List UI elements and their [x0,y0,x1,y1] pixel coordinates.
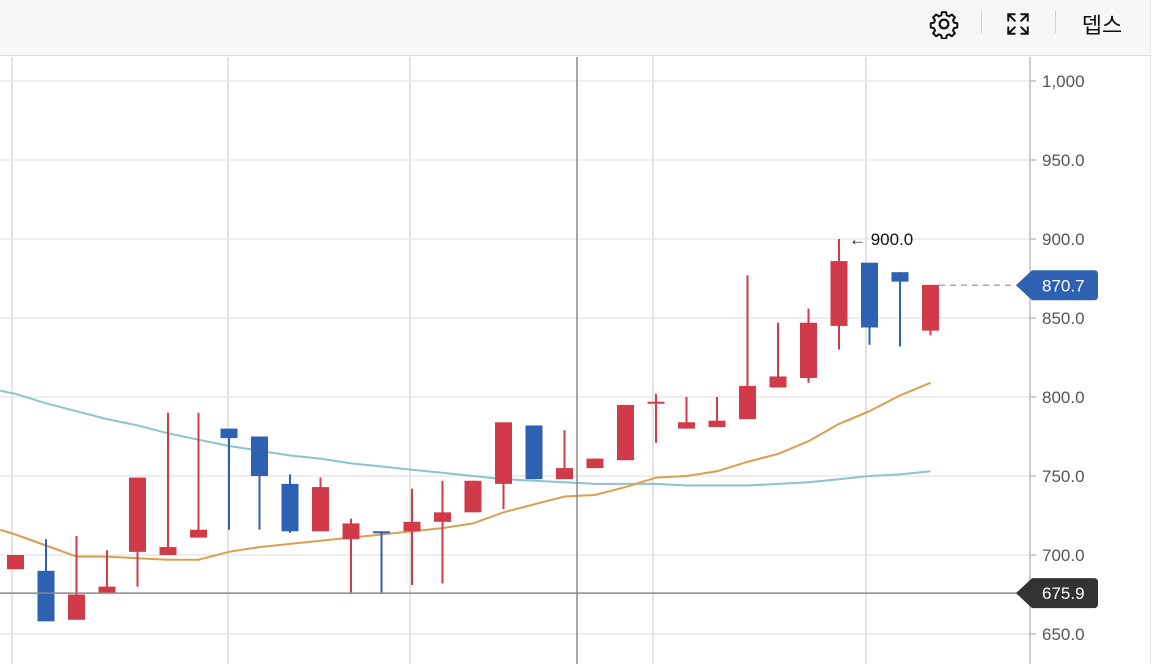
candle [617,404,634,461]
candle-body [769,376,787,388]
last-price-tag-text: 870.7 [1042,276,1085,295]
settings-button[interactable] [924,8,964,40]
candle [251,436,268,530]
last-price-tag: 870.7 [1016,270,1098,301]
candle [647,393,665,443]
fullscreen-button[interactable] [1000,8,1036,40]
candle-body [37,570,55,622]
price-axis-label: 650.0 [1042,625,1085,644]
candle [129,477,146,587]
candle [190,412,207,538]
candle [586,458,604,469]
candle-body [312,487,329,532]
depth-label: 뎁스 [1081,13,1123,38]
candle [342,518,360,593]
candle [403,488,421,586]
crosshair-price-tag: 675.9 [1016,578,1098,609]
candle [525,425,543,480]
candle-body [586,458,604,469]
grid-lines [0,57,1030,664]
candle [37,539,55,622]
candle [373,531,390,593]
last-price-tag-bg [1016,270,1098,301]
candle [708,397,726,428]
price-axis-label: 900.0 [1042,230,1085,249]
chart-overlays: ← 900.0 [0,57,1030,664]
candle-body [68,594,85,620]
candle [98,550,116,593]
candle [922,284,939,336]
candle-body [708,420,726,428]
candle-body [434,512,451,522]
candle-body [861,262,878,328]
candle [159,412,177,555]
candle-body [342,523,360,540]
candle-body [922,284,939,331]
candle [739,275,756,420]
price-axis-label: 1,000 [1042,72,1085,91]
candle [830,239,848,350]
toolbar-divider [1055,11,1056,33]
candle-body [800,322,817,379]
candle-body [373,531,390,534]
price-axis-label: 800.0 [1042,388,1085,407]
price-axis-label: 950.0 [1042,151,1085,170]
candle-body [556,468,573,480]
candle [678,397,695,429]
candle-body [190,529,207,538]
candle-body [129,477,146,552]
candle-body [403,521,421,532]
candle [7,555,24,570]
candle [68,536,85,620]
candle-body [891,272,909,282]
price-axis: 650.0 700.0 750.0 800.0 850.0 900.0 950.0 1,000… [1016,57,1098,664]
ma-short-line [0,381,931,561]
price-axis-label: 850.0 [1042,309,1085,328]
crosshair-price-tag-text: 675.9 [1042,584,1085,603]
high-price-annotation: ← 900.0 [849,230,913,249]
candle-body [159,547,177,555]
candle-body [464,480,482,513]
toolbar-divider [981,11,982,33]
candle [464,480,482,513]
candle [220,428,238,530]
price-axis-label: 750.0 [1042,467,1085,486]
candle-body [251,436,268,476]
right-edge-strip [1150,0,1162,664]
candle-body [617,404,634,461]
candle [312,477,329,532]
moving-averages [0,381,931,561]
price-axis-label: 700.0 [1042,546,1085,565]
ma-long-line [0,389,931,487]
candle-body [281,483,299,532]
candle-body [739,385,756,420]
candle-body [678,422,695,429]
candle [556,430,573,480]
candle-body [7,555,24,570]
depth-button[interactable]: 뎁스 [1070,8,1134,40]
candle [891,272,909,347]
expand-icon [1007,13,1029,35]
candle [495,422,512,510]
crosshair-price-tag-bg [1016,578,1098,609]
candle [434,480,451,584]
candle-body [647,401,665,404]
candle-body [495,422,512,484]
candle-body [220,428,238,439]
candle-body [830,261,848,326]
candle [281,474,299,533]
candle [769,322,787,388]
candle-body [525,425,543,480]
candles [7,239,939,622]
candle-body [98,586,116,593]
candle [800,308,817,383]
chart-toolbar: 뎁스 [0,0,1150,56]
gear-icon [929,11,959,39]
candle [861,262,878,345]
